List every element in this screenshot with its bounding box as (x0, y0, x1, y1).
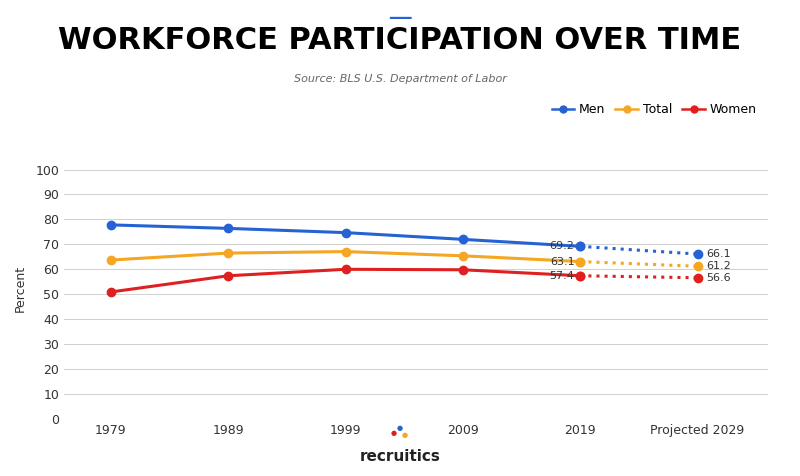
Text: recruitics: recruitics (359, 449, 441, 464)
Text: Source: BLS U.S. Department of Labor: Source: BLS U.S. Department of Labor (294, 74, 506, 84)
Text: ●: ● (396, 425, 402, 431)
Y-axis label: Percent: Percent (14, 264, 27, 312)
Text: 63.1: 63.1 (550, 257, 574, 267)
Text: 66.1: 66.1 (706, 249, 730, 259)
Text: 61.2: 61.2 (706, 261, 730, 271)
Text: ●: ● (402, 432, 408, 438)
Text: 69.2: 69.2 (550, 241, 574, 251)
Legend: Men, Total, Women: Men, Total, Women (546, 98, 762, 121)
Text: 56.6: 56.6 (706, 273, 730, 283)
Text: 57.4: 57.4 (550, 271, 574, 281)
Text: WORKFORCE PARTICIPATION OVER TIME: WORKFORCE PARTICIPATION OVER TIME (58, 26, 742, 55)
Text: ━━━: ━━━ (389, 12, 411, 25)
Text: ●: ● (390, 429, 397, 436)
